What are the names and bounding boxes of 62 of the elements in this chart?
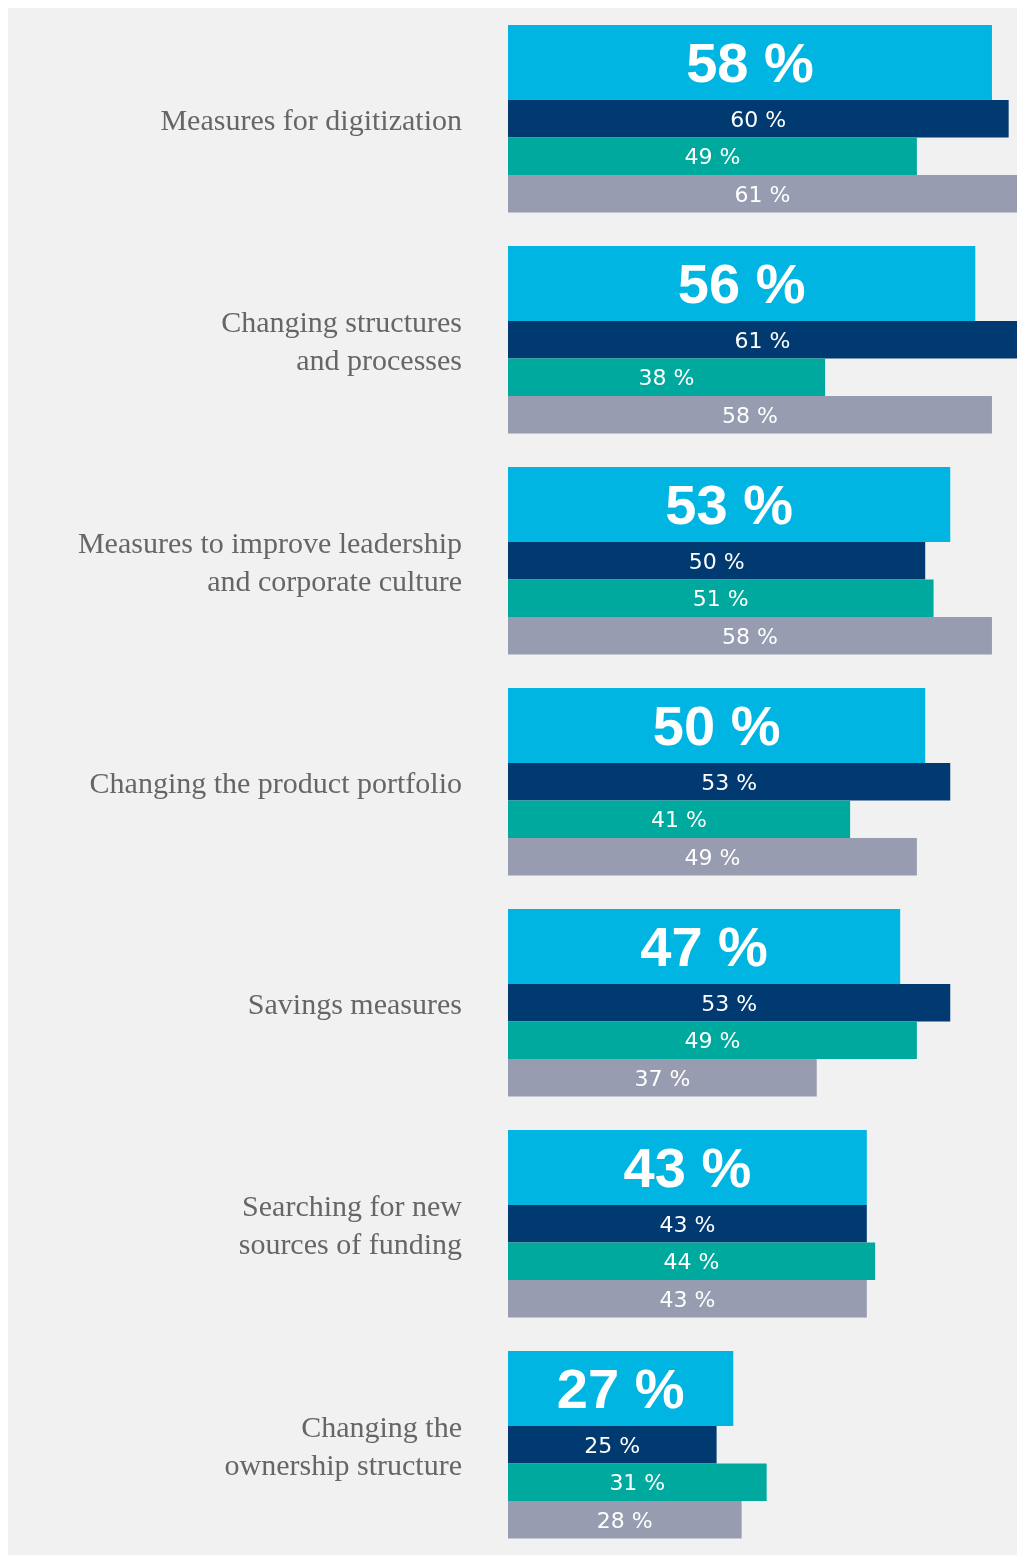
bar [508, 800, 851, 838]
data-label: 49 % [684, 144, 741, 170]
y-tick-label: Changing the ownership structure [224, 1409, 462, 1480]
bar [508, 542, 926, 580]
bar [508, 1130, 867, 1205]
bar [508, 984, 951, 1022]
data-label: 41 % [651, 807, 708, 833]
data-label: 58 % [722, 402, 778, 428]
data-label: 25 % [584, 1432, 641, 1458]
bar [508, 838, 917, 876]
data-label: 53 % [701, 769, 758, 795]
y-tick-label: Measures for digitization [160, 102, 462, 135]
bar [508, 1205, 867, 1243]
bar [508, 617, 992, 655]
y-tick-label: Searching for new sources of funding [238, 1188, 463, 1259]
bar [508, 1059, 817, 1097]
bar [508, 688, 926, 763]
data-label: 53 % [665, 473, 793, 537]
bar [508, 763, 951, 801]
bar [508, 1426, 717, 1464]
bar [508, 467, 951, 542]
bar [508, 396, 992, 434]
y-tick-label: Measures to improve leadership and corporate culture [77, 525, 462, 596]
bar [508, 246, 976, 321]
data-label: 49 % [684, 1028, 741, 1054]
data-label: 43 % [659, 1286, 716, 1312]
data-label: 51 % [692, 586, 749, 612]
bar [508, 100, 1009, 138]
data-label: 27 % [556, 1357, 685, 1421]
data-label: 31 % [609, 1470, 666, 1496]
data-label: 49 % [684, 844, 741, 870]
data-label: 43 % [623, 1136, 752, 1200]
y-tick-label: Changing the product portfolio [89, 765, 462, 798]
bar [508, 321, 1017, 359]
bar [508, 25, 992, 100]
bar [508, 1242, 876, 1280]
bar [508, 909, 901, 984]
bar [508, 358, 826, 396]
bar [508, 579, 934, 617]
data-label: 61 % [734, 327, 791, 353]
bar [508, 1280, 867, 1318]
bar [508, 175, 1017, 213]
y-tick-label: Savings measures [247, 986, 462, 1019]
data-label: 43 % [659, 1211, 716, 1237]
data-label: 44 % [663, 1249, 720, 1275]
bar [508, 137, 917, 175]
bar [508, 1501, 742, 1539]
data-label: 58 % [686, 31, 814, 95]
bar [508, 1463, 767, 1501]
data-label: 47 % [640, 915, 768, 979]
data-label: 53 % [701, 990, 758, 1016]
data-label: 58 % [722, 623, 778, 649]
data-label: 56 % [677, 252, 806, 316]
data-label: 37 % [634, 1065, 691, 1091]
data-label: 50 % [652, 694, 781, 758]
data-label: 61 % [734, 181, 791, 207]
data-label: 38 % [638, 365, 695, 391]
y-tick-label: Changing structures and processes [221, 304, 462, 375]
bar [508, 1021, 917, 1059]
data-label: 50 % [688, 548, 745, 574]
data-label: 60 % [730, 106, 787, 132]
data-label: 28 % [596, 1507, 653, 1533]
